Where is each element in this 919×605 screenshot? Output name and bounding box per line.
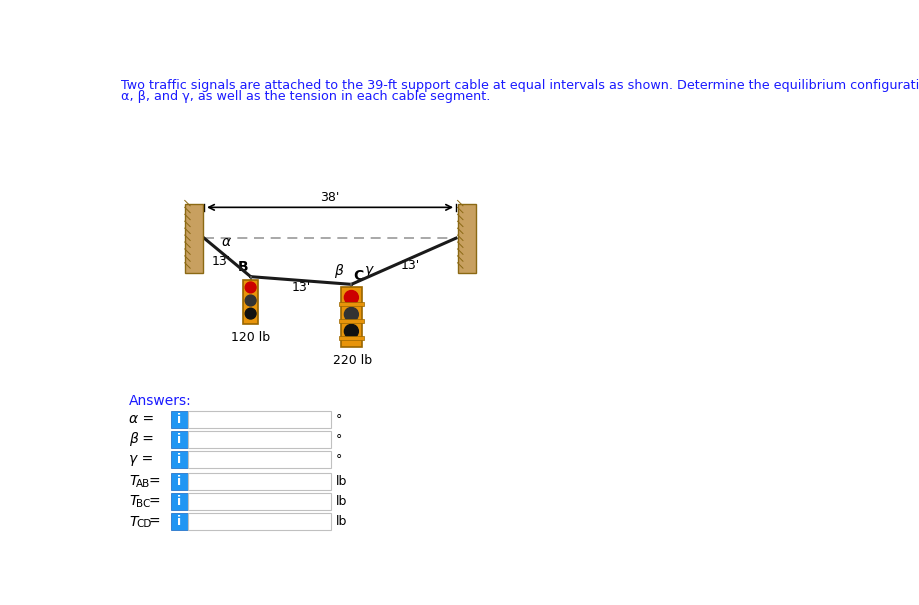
Text: 13': 13' (400, 259, 419, 272)
Text: i: i (177, 495, 181, 508)
FancyBboxPatch shape (171, 451, 187, 468)
Text: C: C (353, 269, 364, 283)
Text: i: i (177, 413, 181, 425)
FancyBboxPatch shape (171, 411, 187, 428)
Text: AB: AB (136, 479, 150, 489)
Circle shape (245, 295, 255, 306)
Text: =: = (148, 494, 160, 508)
Bar (185, 203, 203, 273)
FancyBboxPatch shape (171, 473, 187, 490)
Text: β =: β = (129, 432, 153, 446)
Text: α: α (221, 235, 230, 249)
FancyBboxPatch shape (171, 513, 187, 530)
Text: γ: γ (365, 263, 373, 276)
Text: T: T (129, 494, 137, 508)
Text: α =: α = (129, 412, 153, 426)
Text: BC: BC (136, 499, 150, 509)
Text: i: i (177, 475, 181, 488)
Text: i: i (177, 433, 181, 446)
Text: γ =: γ = (129, 452, 153, 466)
FancyBboxPatch shape (171, 493, 187, 510)
Text: lb: lb (335, 495, 346, 508)
FancyBboxPatch shape (187, 451, 331, 468)
Text: 13': 13' (211, 255, 231, 268)
Text: D: D (460, 220, 471, 234)
Text: =: = (148, 474, 160, 488)
Text: B: B (237, 260, 248, 273)
Circle shape (344, 324, 358, 338)
Text: A: A (190, 220, 201, 234)
Text: i: i (177, 453, 181, 466)
FancyBboxPatch shape (171, 431, 187, 448)
Text: °: ° (335, 453, 342, 466)
Text: 220 lb: 220 lb (333, 354, 372, 367)
Text: α, β, and γ, as well as the tension in each cable segment.: α, β, and γ, as well as the tension in e… (121, 90, 490, 103)
Text: lb: lb (335, 475, 346, 488)
Bar (457, 203, 476, 273)
Circle shape (245, 308, 255, 319)
FancyBboxPatch shape (187, 411, 331, 428)
Text: CD: CD (136, 519, 151, 529)
FancyBboxPatch shape (187, 431, 331, 448)
Bar (338, 336, 363, 340)
Text: °: ° (335, 433, 342, 446)
Circle shape (245, 282, 255, 293)
Bar (338, 319, 363, 323)
Text: 13': 13' (291, 281, 311, 294)
FancyBboxPatch shape (187, 473, 331, 490)
FancyBboxPatch shape (187, 513, 331, 530)
Text: T: T (129, 474, 137, 488)
Text: °: ° (335, 413, 342, 425)
FancyBboxPatch shape (187, 493, 331, 510)
Bar (340, 287, 362, 347)
Text: Answers:: Answers: (129, 394, 191, 408)
Text: Two traffic signals are attached to the 39-ft support cable at equal intervals a: Two traffic signals are attached to the … (121, 79, 919, 92)
Text: =: = (148, 514, 160, 529)
Circle shape (344, 290, 358, 304)
Text: 38': 38' (320, 191, 339, 204)
Circle shape (344, 307, 358, 321)
Text: β: β (334, 264, 343, 278)
Bar (243, 280, 258, 324)
Bar (338, 302, 363, 306)
Text: 120 lb: 120 lb (231, 330, 270, 344)
Text: lb: lb (335, 515, 346, 528)
Text: i: i (177, 515, 181, 528)
Text: T: T (129, 514, 137, 529)
